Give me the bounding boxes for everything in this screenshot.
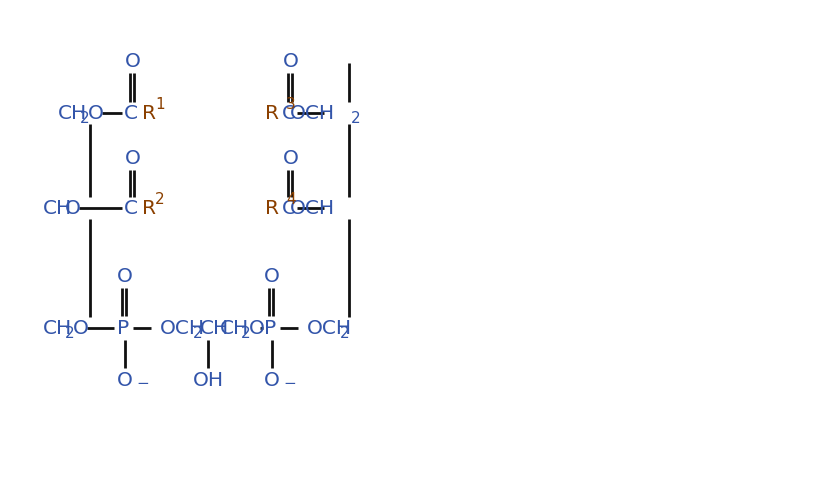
- Text: OH: OH: [193, 371, 224, 389]
- Text: 2: 2: [193, 325, 202, 341]
- Text: 3: 3: [286, 97, 295, 112]
- Text: O: O: [283, 51, 299, 70]
- Text: CH: CH: [43, 199, 73, 217]
- Text: CH: CH: [200, 318, 229, 338]
- Text: C: C: [124, 199, 138, 217]
- Text: 2: 2: [241, 325, 251, 341]
- Text: OCH: OCH: [290, 199, 335, 217]
- Text: −: −: [283, 376, 295, 390]
- Text: C: C: [282, 104, 296, 123]
- Text: CH: CH: [58, 104, 87, 123]
- Text: OCH: OCH: [290, 104, 335, 123]
- Text: O: O: [88, 104, 104, 123]
- Text: R: R: [142, 199, 156, 217]
- Text: O: O: [125, 51, 141, 70]
- Text: 2: 2: [65, 325, 74, 341]
- Text: P: P: [264, 318, 276, 338]
- Text: CH: CH: [220, 318, 249, 338]
- Text: O: O: [283, 148, 299, 167]
- Text: C: C: [124, 104, 138, 123]
- Text: R: R: [265, 199, 279, 217]
- Text: OCH: OCH: [307, 318, 353, 338]
- Text: O: O: [117, 371, 133, 389]
- Text: −: −: [136, 376, 149, 390]
- Text: OCH: OCH: [160, 318, 205, 338]
- Text: 2: 2: [340, 325, 349, 341]
- Text: 4: 4: [286, 192, 295, 207]
- Text: O: O: [264, 371, 280, 389]
- Text: CH: CH: [43, 318, 73, 338]
- Text: O: O: [125, 148, 141, 167]
- Text: O: O: [249, 318, 265, 338]
- Text: 2: 2: [80, 111, 90, 126]
- Text: 2: 2: [351, 111, 361, 126]
- Text: O: O: [73, 318, 89, 338]
- Text: P: P: [117, 318, 129, 338]
- Text: 1: 1: [155, 97, 165, 112]
- Text: R: R: [142, 104, 156, 123]
- Text: O: O: [65, 199, 81, 217]
- Text: 2: 2: [155, 192, 165, 207]
- Text: R: R: [265, 104, 279, 123]
- Text: O: O: [117, 267, 133, 286]
- Text: O: O: [264, 267, 280, 286]
- Text: C: C: [282, 199, 296, 217]
